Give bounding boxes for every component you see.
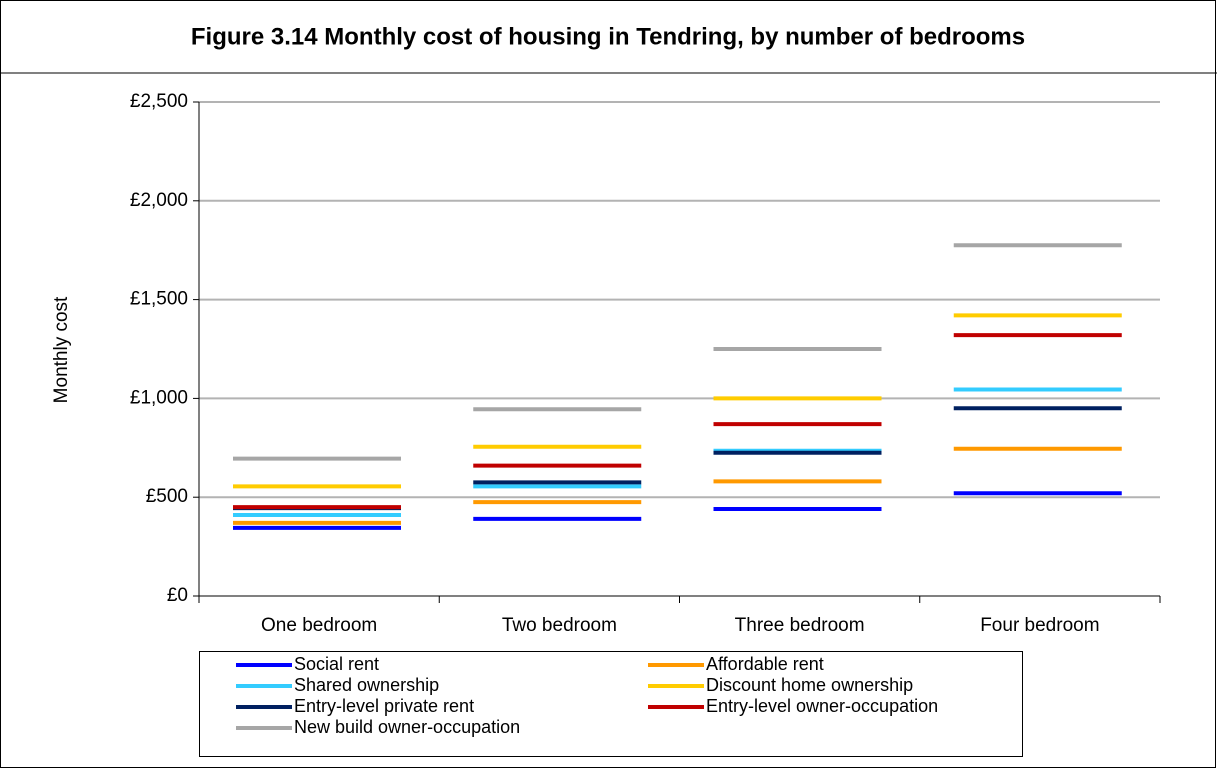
y-tick-label: £500 [146, 486, 188, 507]
y-tick-label: £2,500 [130, 91, 188, 112]
x-tick-label: Three bedroom [735, 615, 865, 636]
chart-title: Figure 3.14 Monthly cost of housing in T… [191, 23, 1025, 50]
legend-label: Affordable rent [706, 654, 824, 674]
legend-label: New build owner-occupation [294, 717, 520, 737]
y-axis-label: Monthly cost [51, 296, 72, 403]
legend-label: Shared ownership [294, 675, 439, 695]
x-tick-label: One bedroom [261, 615, 377, 636]
legend-label: Discount home ownership [706, 675, 913, 695]
legend-box [199, 651, 1023, 757]
x-tick-label: Two bedroom [502, 615, 617, 636]
x-tick-label: Four bedroom [980, 615, 1099, 636]
y-tick-label: £0 [167, 585, 188, 606]
legend-label: Entry-level owner-occupation [706, 696, 938, 716]
legend-label: Social rent [294, 654, 379, 674]
y-tick-label: £2,000 [130, 190, 188, 211]
legend-label: Entry-level private rent [294, 696, 474, 716]
y-tick-label: £1,500 [130, 289, 188, 310]
y-tick-label: £1,000 [130, 387, 188, 408]
